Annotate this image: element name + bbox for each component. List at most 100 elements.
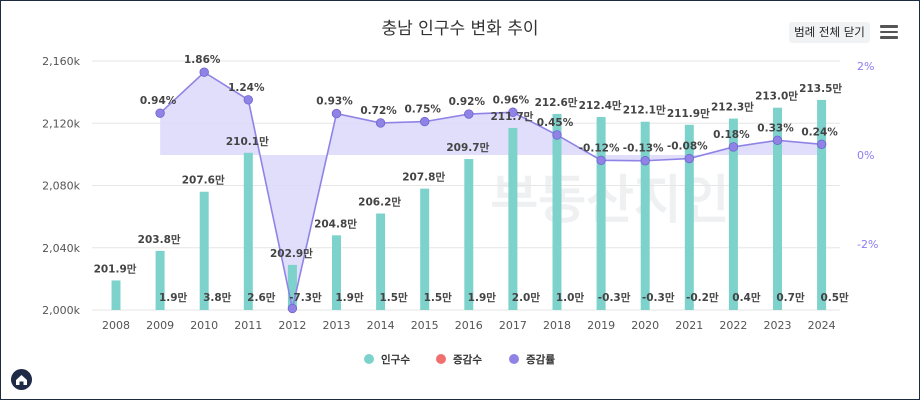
population-label: 207.6만 bbox=[182, 174, 225, 187]
legend-label[interactable]: 증감수 bbox=[453, 354, 482, 366]
x-tick-label: 2015 bbox=[411, 319, 439, 332]
population-bar[interactable] bbox=[508, 127, 518, 310]
population-bar[interactable] bbox=[332, 235, 341, 310]
population-bar[interactable] bbox=[728, 118, 738, 310]
rate-point[interactable] bbox=[728, 142, 739, 152]
change-label: 0.5만 bbox=[820, 291, 849, 304]
change-label: 1.9만 bbox=[468, 291, 497, 304]
population-bar[interactable] bbox=[199, 191, 209, 310]
population-label: 213.5만 bbox=[799, 82, 842, 95]
rate-point[interactable] bbox=[420, 116, 430, 127]
change-label: -0.2만 bbox=[686, 291, 719, 304]
x-tick-label: 2020 bbox=[631, 319, 659, 332]
x-tick-label: 2016 bbox=[455, 319, 483, 332]
change-label: 0.7만 bbox=[776, 291, 805, 304]
change-label: 1.0만 bbox=[556, 291, 585, 304]
rate-point[interactable] bbox=[375, 118, 386, 128]
population-label: 203.8만 bbox=[138, 233, 181, 246]
population-bar[interactable] bbox=[596, 117, 606, 311]
rate-point[interactable] bbox=[243, 95, 254, 105]
population-label: 213.0만 bbox=[755, 90, 798, 103]
legend-marker[interactable] bbox=[364, 354, 374, 364]
x-tick-label: 2022 bbox=[719, 319, 747, 332]
rate-label: -0.12% bbox=[579, 142, 620, 154]
change-label: 1.5만 bbox=[379, 291, 408, 304]
population-label: 206.2만 bbox=[358, 196, 401, 209]
legend-marker[interactable] bbox=[436, 354, 446, 364]
rate-point[interactable] bbox=[464, 109, 474, 119]
change-label: 0.4만 bbox=[732, 291, 761, 304]
legend-label[interactable]: 증감률 bbox=[526, 354, 555, 366]
rate-line bbox=[159, 71, 822, 309]
population-bar[interactable] bbox=[243, 152, 253, 310]
y-left-tick-label: 2,080k bbox=[42, 180, 80, 193]
rate-label: 0.94% bbox=[140, 95, 177, 107]
rate-label: 0.72% bbox=[360, 105, 397, 117]
change-label: -7.3만 bbox=[289, 291, 322, 304]
population-label: 212.1만 bbox=[623, 104, 666, 117]
change-label: 2.6만 bbox=[247, 291, 276, 304]
change-label: 1.5만 bbox=[424, 291, 453, 304]
population-bar[interactable] bbox=[376, 213, 386, 310]
rate-point[interactable] bbox=[287, 303, 298, 314]
rate-point[interactable] bbox=[816, 139, 827, 149]
rate-point[interactable] bbox=[772, 135, 783, 145]
rate-point[interactable] bbox=[596, 155, 606, 166]
rate-point[interactable] bbox=[199, 67, 209, 77]
x-tick-label: 2008 bbox=[102, 319, 130, 332]
population-bar[interactable] bbox=[155, 250, 165, 310]
y-left-tick-label: 2,120k bbox=[42, 117, 80, 130]
rate-point[interactable] bbox=[331, 108, 342, 119]
x-tick-label: 2013 bbox=[323, 319, 351, 332]
population-bar[interactable] bbox=[640, 121, 650, 310]
legend-toggle-button[interactable]: 범례 전체 닫기 bbox=[789, 22, 870, 43]
rate-point[interactable] bbox=[684, 153, 695, 164]
rate-point[interactable] bbox=[508, 107, 518, 117]
x-tick-label: 2014 bbox=[367, 319, 395, 332]
population-label: 207.8만 bbox=[402, 171, 445, 184]
population-bar[interactable] bbox=[464, 159, 474, 310]
rate-label: 0.45% bbox=[537, 117, 574, 129]
rate-point[interactable] bbox=[640, 156, 650, 166]
change-label: 2.0만 bbox=[512, 291, 541, 304]
rate-point[interactable] bbox=[552, 130, 562, 140]
population-label: 212.4만 bbox=[579, 99, 622, 112]
rate-label: -0.13% bbox=[623, 143, 664, 155]
population-label: 212.3만 bbox=[711, 101, 754, 114]
hamburger-menu-icon[interactable] bbox=[880, 25, 898, 39]
y-right-tick-label: -2% bbox=[857, 238, 878, 251]
rate-point[interactable] bbox=[155, 108, 165, 118]
population-bar[interactable] bbox=[111, 280, 121, 310]
x-tick-label: 2018 bbox=[543, 319, 571, 332]
change-label: -0.3만 bbox=[642, 291, 675, 304]
population-bar[interactable] bbox=[420, 188, 430, 310]
rate-label: 1.86% bbox=[184, 54, 221, 66]
rate-area bbox=[160, 72, 822, 309]
rate-label: 0.75% bbox=[404, 104, 441, 116]
population-bar[interactable] bbox=[684, 124, 694, 311]
x-tick-label: 2010 bbox=[190, 319, 218, 332]
population-bar[interactable] bbox=[773, 107, 782, 310]
rate-label: 0.92% bbox=[449, 96, 486, 108]
legend-label[interactable]: 인구수 bbox=[381, 353, 410, 366]
population-label: 212.6만 bbox=[535, 96, 578, 109]
change-label: -0.3만 bbox=[598, 291, 631, 304]
x-tick-label: 2019 bbox=[587, 319, 615, 332]
legend-marker[interactable] bbox=[509, 354, 519, 364]
y-left-tick-label: 2,040k bbox=[42, 242, 80, 255]
rate-label: -0.08% bbox=[667, 141, 708, 153]
y-right-tick-label: 2% bbox=[857, 60, 874, 73]
population-bar[interactable] bbox=[817, 99, 827, 310]
x-tick-label: 2009 bbox=[146, 319, 174, 332]
home-logo-icon[interactable] bbox=[11, 369, 32, 390]
population-bar[interactable] bbox=[287, 264, 297, 310]
change-label: 1.9만 bbox=[159, 291, 188, 304]
x-tick-label: 2023 bbox=[764, 319, 792, 332]
population-bar[interactable] bbox=[552, 113, 562, 310]
rate-label: 1.24% bbox=[228, 82, 265, 94]
chart-title: 충남 인구수 변화 추이 bbox=[381, 19, 539, 39]
population-label: 209.7만 bbox=[446, 141, 489, 154]
x-tick-label: 2024 bbox=[808, 319, 836, 332]
